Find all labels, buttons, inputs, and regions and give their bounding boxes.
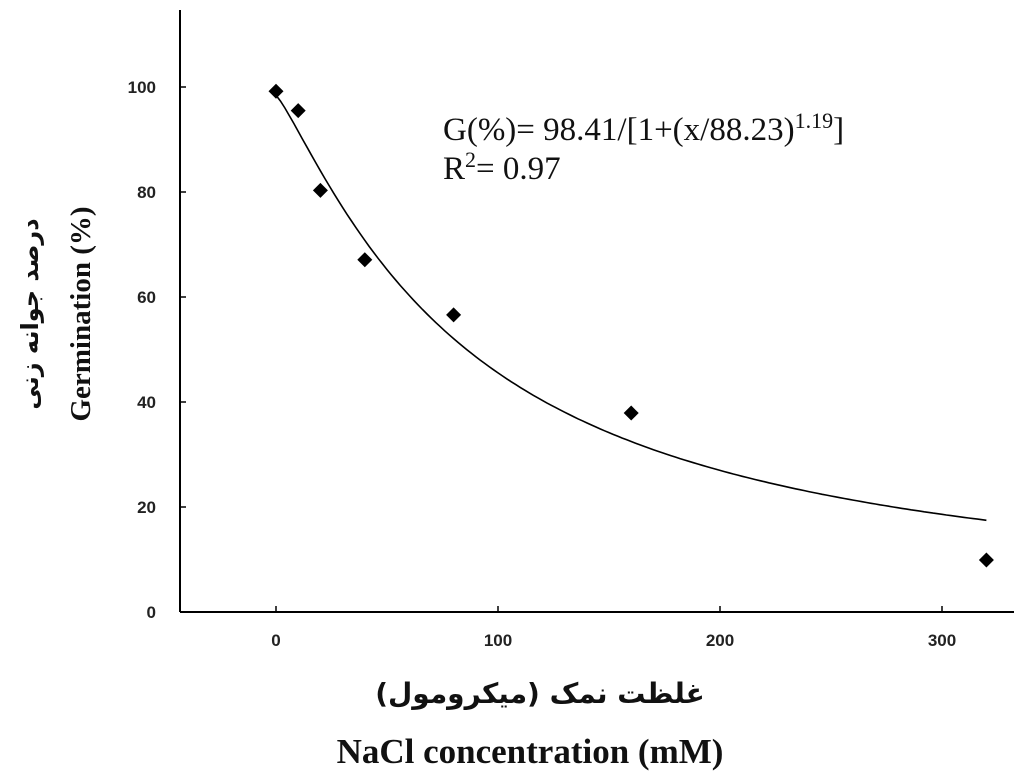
x-axis-title-fa: غلظت نمک (میکرومول) <box>375 677 705 710</box>
fit-r-squared: R2= 0.97 <box>443 147 561 187</box>
r-squared-exponent: 2 <box>465 147 476 172</box>
x-tick-label: 200 <box>706 631 734 650</box>
fit-equation-close: ] <box>833 112 844 148</box>
y-tick-label: 20 <box>137 498 156 517</box>
data-point <box>290 103 306 119</box>
y-tick-label: 80 <box>137 183 156 202</box>
fit-equation-exponent: 1.19 <box>795 108 834 133</box>
r-squared-r: R <box>443 151 465 187</box>
y-tick-label: 60 <box>137 288 156 307</box>
y-axis-title-fa: درصد جوانه زنی <box>16 218 44 409</box>
data-point <box>268 83 284 99</box>
x-axis-title: NaCl concentration (mM) <box>337 732 724 771</box>
data-point <box>446 307 462 323</box>
data-point <box>312 182 328 198</box>
r-squared-value: = 0.97 <box>476 151 561 187</box>
fitted-curve <box>275 94 987 522</box>
y-tick-label: 0 <box>147 603 156 622</box>
fit-equation-main: G(%)= 98.41/[1+(x/88.23) <box>443 112 795 148</box>
y-tick-label: 100 <box>128 78 156 97</box>
y-axis-ticks: 0 20 40 60 80 100 <box>128 78 186 622</box>
data-point <box>978 552 994 568</box>
x-axis-ticks: 0 100 200 300 <box>271 606 956 650</box>
fit-equation: G(%)= 98.41/[1+(x/88.23)1.19] <box>443 108 844 148</box>
x-tick-label: 0 <box>271 631 280 650</box>
y-axis-title: Germination (%) <box>65 206 97 421</box>
y-tick-label: 40 <box>137 393 156 412</box>
chart-axes: 0 20 40 60 80 100 0 100 200 300 <box>128 10 1014 650</box>
data-point <box>623 405 639 421</box>
data-points <box>268 83 994 568</box>
x-tick-label: 100 <box>484 631 512 650</box>
data-point <box>357 252 373 268</box>
x-tick-label: 300 <box>928 631 956 650</box>
